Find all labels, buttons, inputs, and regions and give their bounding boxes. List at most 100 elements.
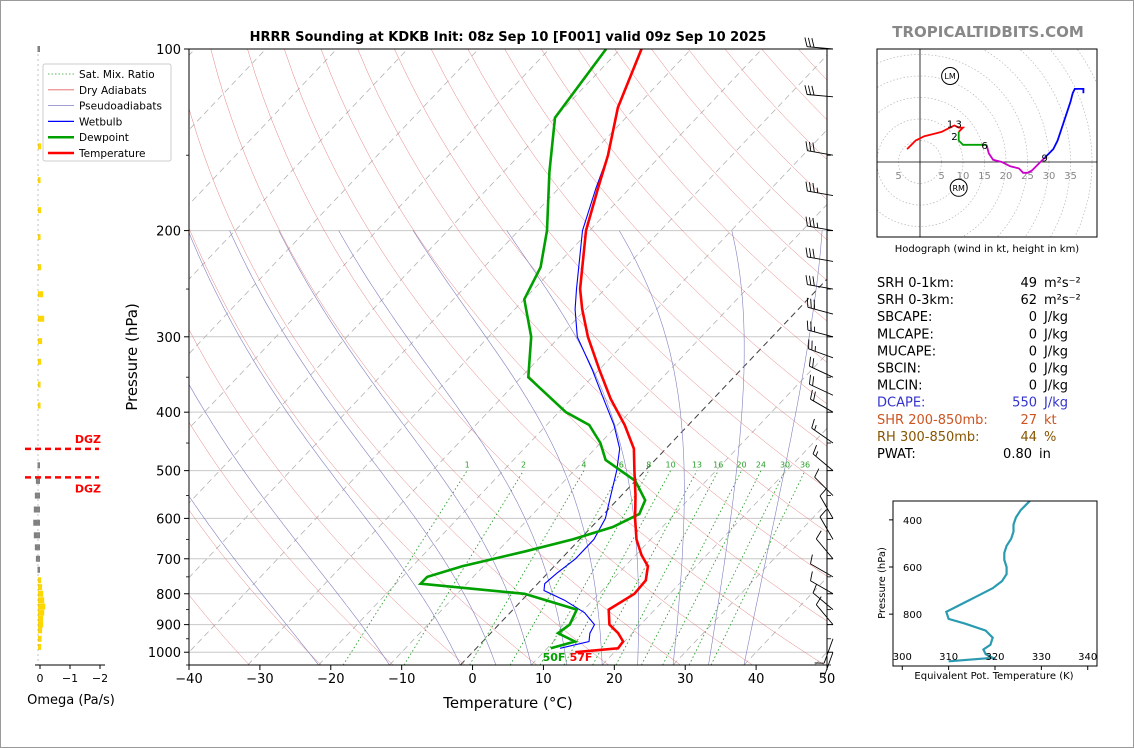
y-tick-label: 700 — [156, 553, 181, 568]
omega-bar — [38, 597, 45, 604]
theta-e-line — [944, 501, 1031, 663]
y-tick-label: 600 — [156, 512, 181, 527]
wind-barb — [812, 583, 834, 610]
barb-flag — [814, 468, 820, 478]
stat-label: MLCAPE: — [877, 327, 934, 342]
omega-tick-label: −1 — [62, 672, 78, 685]
stat-unit: J/kg — [1043, 396, 1068, 411]
barb-staff — [807, 46, 834, 50]
barb-staff — [807, 306, 834, 315]
hodograph-caption: Hodograph (wind in kt, height in km) — [895, 244, 1080, 255]
omega-bar — [38, 234, 41, 241]
dry-adiabat — [284, 49, 825, 665]
mixing-ratio-label: 16 — [713, 461, 723, 470]
barb-flag — [812, 142, 815, 152]
barb-flag — [812, 217, 815, 228]
y-tick-label: 500 — [156, 465, 181, 480]
barb-flag — [812, 358, 815, 368]
barb-staff — [811, 427, 834, 444]
mixing-ratio-label: 6 — [619, 461, 624, 470]
barb-staff — [823, 652, 834, 677]
stat-row: MLCAPE: 0 J/kg — [877, 327, 1068, 342]
barb-staff — [807, 190, 834, 197]
theta-e-plot-area — [893, 501, 1097, 666]
isotherm-line — [189, 49, 621, 504]
omega-bar — [38, 315, 45, 322]
x-tick-label: −30 — [246, 672, 273, 687]
stat-row: RH 300-850mb: 44% — [877, 430, 1056, 445]
dry-adiabat — [189, 329, 466, 665]
stat-value: 0 — [1029, 327, 1037, 342]
barb-flag — [805, 216, 808, 227]
omega-bar — [33, 519, 40, 526]
omega-bar — [38, 615, 44, 622]
theta-e-x-tick-label: 300 — [893, 652, 912, 663]
omega-tick-label: 0 — [37, 672, 44, 685]
stat-row: MUCAPE: 0 J/kg — [877, 344, 1068, 359]
hodo-ring-label: 15 — [978, 171, 991, 182]
hodo-ring-label: 20 — [1000, 171, 1013, 182]
omega-bar — [38, 584, 43, 591]
chart-title: HRRR Sounding at KDKB Init: 08z Sep 10 [… — [250, 30, 767, 45]
barb-flag — [812, 248, 815, 259]
barb-flag — [813, 391, 816, 402]
omega-axis-label: Omega (Pa/s) — [27, 693, 115, 708]
stat-unit: kt — [1044, 413, 1057, 428]
legend-label: Temperature — [78, 148, 146, 160]
wind-barb — [814, 638, 834, 664]
barb-staff — [812, 453, 834, 471]
hodo-height-label: 9 — [1042, 154, 1048, 165]
isotherm-line — [531, 353, 827, 665]
barb-staff — [807, 225, 834, 232]
hodo-marker-circle — [949, 178, 968, 197]
barb-staff — [807, 150, 834, 156]
stat-unit: J/kg — [1043, 327, 1068, 342]
y-tick-label: 900 — [156, 619, 181, 634]
barb-staff — [809, 383, 834, 396]
pseudo-adiabat — [278, 230, 532, 665]
omega-bar — [38, 381, 41, 388]
wind-barb — [820, 652, 834, 677]
barb-staff — [807, 94, 834, 98]
x-tick-label: −40 — [175, 672, 202, 687]
hodo-marker-circle — [941, 67, 960, 85]
wind-barb — [819, 488, 834, 519]
isotherm-line — [389, 203, 827, 665]
mixing-ratio-label: 10 — [666, 461, 676, 470]
x-tick-label: 0 — [468, 672, 476, 687]
mixing-ratio-line — [615, 470, 719, 665]
dry-adiabat — [394, 49, 827, 533]
barb-flag — [807, 85, 812, 95]
barb-half-flag — [816, 222, 819, 228]
dry-adiabat — [320, 49, 827, 622]
hodo-marker-rm: RM — [949, 178, 968, 197]
hodo-ring-label: 10 — [957, 171, 970, 182]
wind-barb — [804, 37, 834, 50]
surface-temperature-label: 57F — [570, 651, 593, 664]
wind-barb — [805, 247, 834, 262]
stat-unit: J/kg — [1043, 310, 1068, 325]
stat-row: SRH 0-3km: 62 m²s⁻² — [877, 293, 1081, 308]
wind-barb — [815, 596, 834, 625]
legend-label: Dewpoint — [79, 132, 129, 144]
theta-e-x-tick-label: 340 — [1078, 652, 1097, 663]
mixing-ratio-line — [592, 470, 698, 665]
legend-label: Wetbulb — [79, 116, 123, 128]
omega-bar — [38, 577, 42, 584]
dgz-bottom-label: DGZ — [75, 482, 101, 495]
wind-barb — [810, 571, 834, 595]
stat-value: 550 — [1012, 396, 1037, 411]
omega-bar — [38, 609, 45, 616]
barb-flag — [805, 275, 808, 285]
temperature-line — [575, 49, 650, 654]
dry-adiabat — [189, 594, 250, 665]
pseudo-adiabat — [189, 383, 390, 665]
dry-adiabat — [577, 49, 827, 322]
theta-e-y-tick-label: 600 — [903, 563, 922, 574]
barb-half-flag — [816, 187, 819, 193]
isotherm-line — [247, 54, 827, 665]
pseudo-adiabat — [619, 230, 685, 665]
stat-unit: m²s⁻² — [1044, 293, 1081, 308]
barb-staff — [810, 580, 834, 595]
omega-bar — [38, 621, 44, 628]
